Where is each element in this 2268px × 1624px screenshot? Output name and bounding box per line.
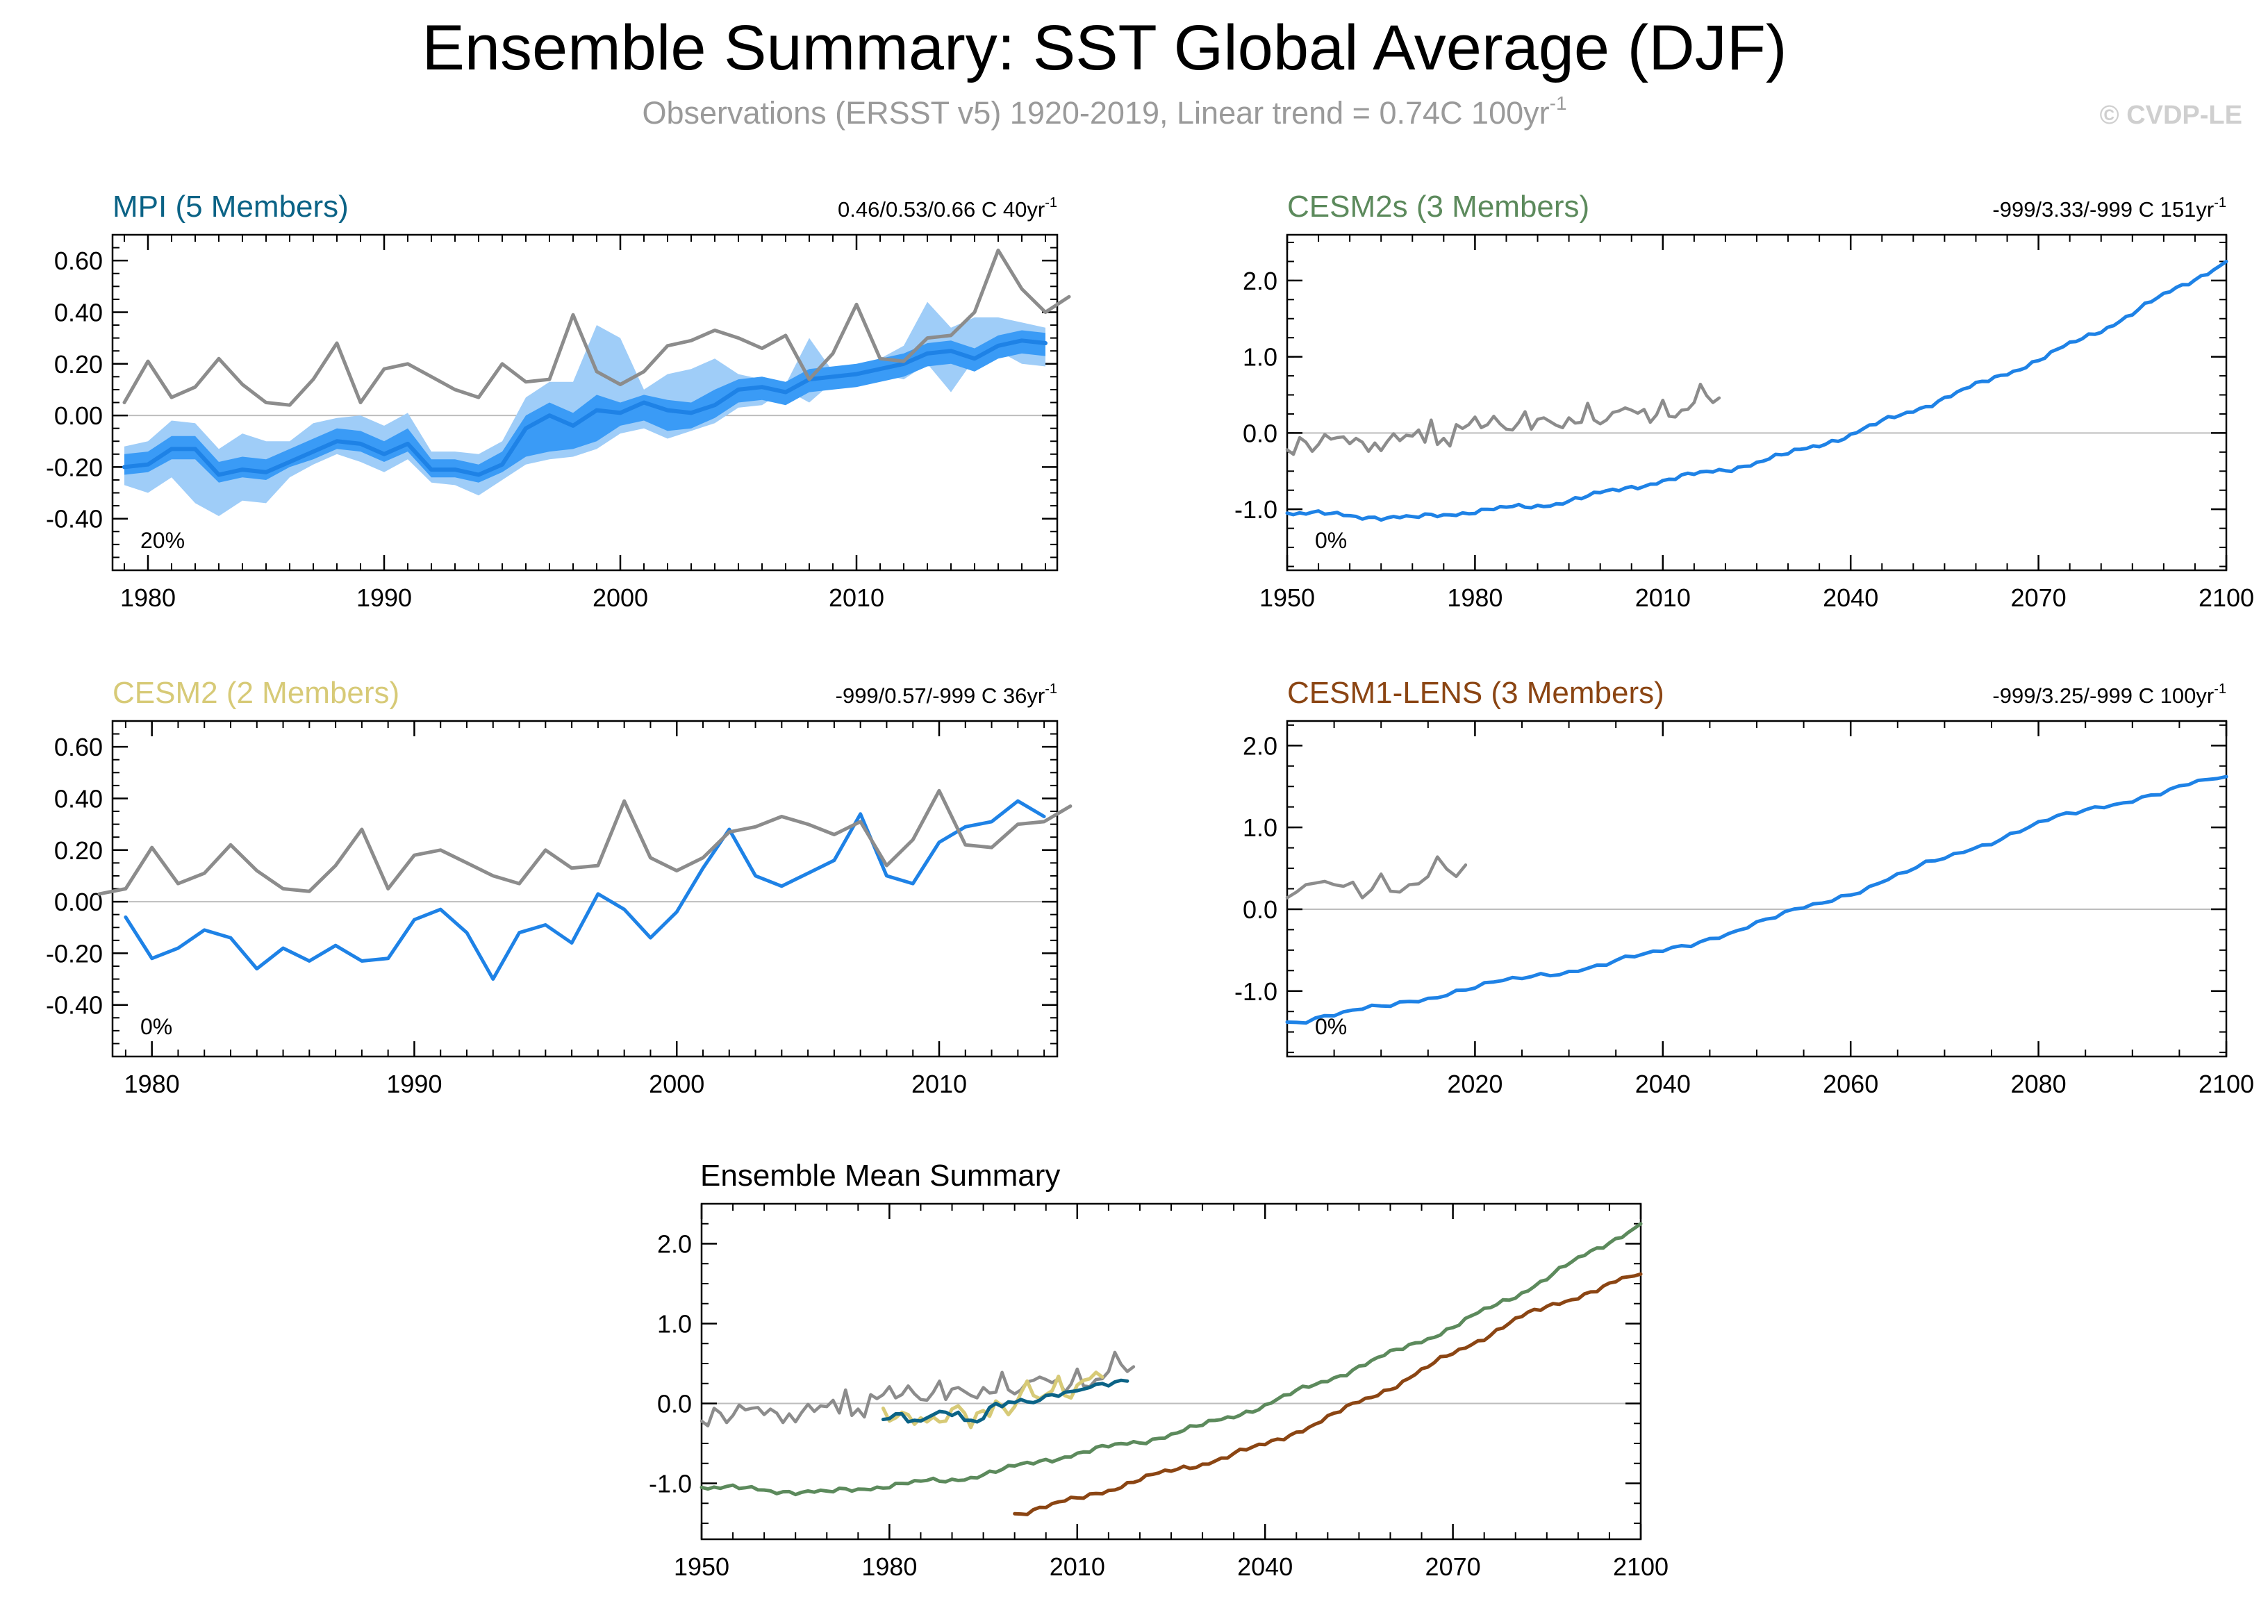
trend-text: -999/3.25/-999 C 100yr [1992, 683, 2214, 708]
panel-title: MPI (5 Members) [113, 190, 349, 224]
trend-text: 0.46/0.53/0.66 C 40yr [838, 197, 1045, 222]
x-tick-label: 1950 [674, 1552, 729, 1581]
ensemble-mean-line [124, 799, 1046, 981]
y-tick-label: -0.40 [46, 991, 103, 1020]
x-tick-label: 2040 [1237, 1552, 1293, 1581]
y-tick-label: 1.0 [1243, 343, 1277, 372]
y-tick-label: 1.0 [1243, 813, 1277, 842]
x-tick-label: 2100 [1613, 1552, 1669, 1581]
y-tick-label: 0.40 [54, 298, 103, 326]
percent-label: 20% [140, 528, 185, 553]
y-tick-label: -1.0 [1234, 977, 1277, 1006]
percent-label: 0% [140, 1014, 172, 1039]
x-tick-label: 1980 [1447, 583, 1503, 612]
ensemble-spread-band [124, 330, 1045, 483]
subtitle-superscript: -1 [1550, 92, 1567, 114]
observations-line [1285, 855, 1468, 900]
y-tick-label: -1.0 [649, 1470, 692, 1498]
cesm2-mean-line [881, 1370, 1104, 1430]
copyright-label: © CVDP-LE [2100, 101, 2242, 130]
y-tick-label: 0.60 [54, 247, 103, 275]
plot-frame [1286, 233, 2228, 572]
trend-text: -999/3.33/-999 C 151yr [1992, 197, 2214, 222]
x-tick-label: 1980 [861, 1552, 917, 1581]
x-tick-label: 2100 [2199, 1070, 2254, 1098]
x-tick-label: 2100 [2199, 583, 2254, 612]
panel-cesm1: 2020 2040 2060 2080 2100 -1.0 0.0 1.0 2.0 CESM1-L… [1234, 676, 2254, 1098]
observations-line [1285, 382, 1721, 456]
y-tick-label: 1.0 [657, 1310, 692, 1339]
trend-text: -999/0.57/-999 C 36yr [836, 683, 1045, 708]
x-tick-label: 2010 [1635, 583, 1691, 612]
trend-superscript: -1 [1045, 195, 1057, 210]
trend-label: -999/0.57/-999 C 36yr-1 [836, 681, 1057, 708]
panel-cesm2s: 1950 1980 2010 2040 2070 2100 -1.0 0.0 1.0 2.0 CES… [1234, 190, 2254, 612]
x-tick-label: 2070 [1425, 1552, 1481, 1581]
observations-line [700, 1350, 1136, 1427]
x-tick-label: 2000 [593, 583, 648, 612]
trend-label: 0.46/0.53/0.66 C 40yr-1 [838, 195, 1057, 222]
x-tick-label: 2010 [911, 1070, 967, 1098]
y-tick-label: 0.00 [54, 401, 103, 430]
plot-frame [111, 720, 1059, 1058]
y-tick-label: 0.40 [54, 784, 103, 813]
y-tick-label: 0.00 [54, 888, 103, 916]
panel-cesm2: 1980 1990 2000 2010 -0.40 -0.20 0.00 0.20 0.40 0.… [46, 676, 1073, 1098]
y-tick-label: -0.40 [46, 505, 103, 533]
panel-summary: 1950 1980 2010 2040 2070 2100 -1.0 0.0 1.0 2.0 Ens… [649, 1159, 1669, 1581]
y-tick-label: 0.0 [1243, 895, 1277, 924]
panel-title: CESM2s (3 Members) [1287, 190, 1589, 224]
observations-line [122, 248, 1071, 407]
x-tick-label: 1990 [356, 583, 412, 612]
panel-title: CESM1-LENS (3 Members) [1287, 676, 1664, 710]
x-tick-label: 2080 [2011, 1070, 2067, 1098]
mpi-mean-line [881, 1378, 1129, 1424]
trend-superscript: -1 [2214, 195, 2226, 210]
y-tick-label: 0.20 [54, 350, 103, 379]
y-tick-label: 0.0 [657, 1390, 692, 1418]
trend-label: -999/3.33/-999 C 151yr-1 [1992, 195, 2226, 222]
x-tick-label: 2010 [1050, 1552, 1105, 1581]
trend-superscript: -1 [2214, 681, 2226, 697]
x-tick-label: 2000 [649, 1070, 704, 1098]
ensemble-mean-line [1285, 259, 2228, 522]
y-tick-label: 2.0 [1243, 731, 1277, 760]
y-tick-label: -0.20 [46, 453, 103, 481]
y-tick-label: 0.0 [1243, 419, 1277, 447]
x-tick-label: 1980 [124, 1070, 180, 1098]
x-tick-label: 2040 [1635, 1070, 1691, 1098]
x-tick-label: 2060 [1823, 1070, 1878, 1098]
observations-line [97, 788, 1073, 896]
x-tick-label: 1990 [386, 1070, 442, 1098]
y-tick-label: 0.20 [54, 836, 103, 865]
plot-frame [1286, 720, 2228, 1058]
x-tick-label: 2040 [1823, 583, 1878, 612]
y-tick-label: 2.0 [1243, 267, 1277, 295]
x-tick-label: 1950 [1259, 583, 1315, 612]
panel-title: Ensemble Mean Summary [700, 1159, 1060, 1193]
trend-label: -999/3.25/-999 C 100yr-1 [1992, 681, 2226, 708]
subtitle-main: Observations (ERSST v5) 1920-2019, Linea… [642, 95, 1549, 131]
x-tick-label: 2070 [2011, 583, 2067, 612]
x-tick-label: 2020 [1447, 1070, 1503, 1098]
ensemble-mean-line [122, 338, 1048, 477]
percent-label: 0% [1315, 528, 1347, 553]
y-tick-label: 0.60 [54, 733, 103, 761]
figure-subtitle: Observations (ERSST v5) 1920-2019, Linea… [642, 92, 1566, 131]
y-tick-label: -0.20 [46, 939, 103, 968]
ensemble-mean-line [1285, 774, 2228, 1025]
trend-superscript: -1 [1045, 681, 1057, 697]
x-tick-label: 2010 [829, 583, 884, 612]
panel-title: CESM2 (2 Members) [113, 676, 399, 710]
y-tick-label: 2.0 [657, 1230, 692, 1259]
y-tick-label: -1.0 [1234, 495, 1277, 524]
panel-mpi: 1980 1990 2000 2010 -0.40 -0.20 0.00 0.20 0.40 0.… [46, 190, 1071, 612]
cesm1-lens-mean-line [1013, 1272, 1643, 1516]
figure-title: Ensemble Summary: SST Global Average (DJ… [422, 13, 1787, 83]
cesm2s-mean-line [700, 1222, 1643, 1497]
x-tick-label: 1980 [120, 583, 176, 612]
